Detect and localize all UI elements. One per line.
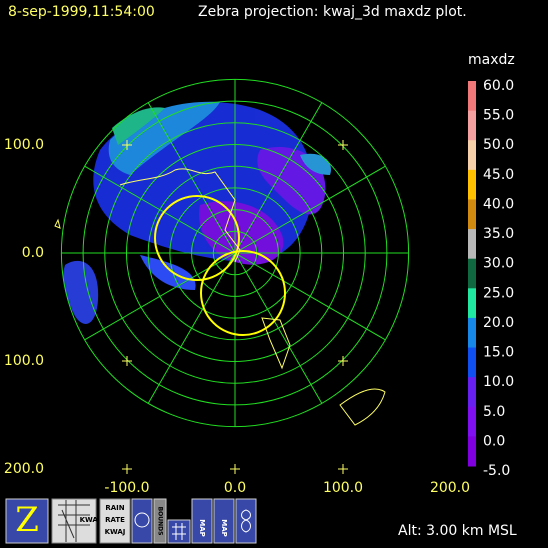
map-icon[interactable] xyxy=(213,498,235,544)
grid-marker xyxy=(338,464,348,474)
icon-art xyxy=(241,509,251,533)
zebra-icon[interactable] xyxy=(5,498,49,544)
grid-marker xyxy=(230,464,240,474)
colorbar-segment xyxy=(468,288,476,319)
x-tick-label: -100.0 xyxy=(104,480,149,496)
icon-label: RATE xyxy=(105,516,125,524)
colorbar-segment xyxy=(468,169,476,200)
radar-echoes xyxy=(63,101,331,324)
map-icon[interactable] xyxy=(191,498,213,544)
grid-icon[interactable] xyxy=(167,519,191,544)
colorbar-label: 10.0 xyxy=(483,374,514,390)
grid-marker xyxy=(338,140,348,150)
colorbar-label: 50.0 xyxy=(483,137,514,153)
x-tick-label: 0.0 xyxy=(224,480,246,496)
colorbar-segment xyxy=(468,347,476,378)
colorbar-segment xyxy=(468,317,476,349)
colorbar-segment xyxy=(468,140,476,171)
time-stamp: 8-sep-1999,11:54:00 xyxy=(8,4,155,20)
radar-coverage xyxy=(154,195,286,336)
colorbar-label: 20.0 xyxy=(483,315,514,331)
colorbar-label: 35.0 xyxy=(483,226,514,242)
bounds-icon[interactable] xyxy=(153,498,167,544)
icon-art xyxy=(172,523,186,540)
icon-label: BOUNDS xyxy=(157,507,164,536)
icon-label: MAP xyxy=(220,519,228,537)
colorbar-label: 45.0 xyxy=(483,167,514,183)
y-tick-label: 0.0 xyxy=(22,245,44,261)
coastline xyxy=(339,388,386,426)
colorbar: 60.0 55.0 50.0 45.0 40.0 35.0 30.0 25.0 20.0 15.0… xyxy=(468,78,514,479)
echo-region xyxy=(300,153,331,175)
rainrate-icon[interactable] xyxy=(99,498,131,544)
colorbar-segment xyxy=(468,229,476,260)
coverage-circle xyxy=(154,195,240,281)
colorbar-label: 5.0 xyxy=(483,404,505,420)
colorbar-segment xyxy=(468,258,476,289)
toolbar: Z KWAJ RAIN RATE KWAJ BOUNDS MAP MAP xyxy=(5,498,257,544)
colorbar-title: maxdz xyxy=(468,52,515,68)
range-rings xyxy=(60,78,410,428)
colorbar-segment xyxy=(468,377,476,408)
colorbar-label: 55.0 xyxy=(483,108,514,124)
coastline xyxy=(261,317,291,370)
kwaj-icon[interactable] xyxy=(51,498,97,544)
colorbar-label: 15.0 xyxy=(483,345,514,361)
colorbar-segment xyxy=(468,406,476,437)
grid-markers xyxy=(122,140,348,474)
colorbar-segment xyxy=(468,436,476,467)
icon-label: RAIN xyxy=(105,504,124,512)
colorbar-label: 0.0 xyxy=(483,433,505,449)
colorbar-segment xyxy=(468,199,476,230)
colorbar-label: 25.0 xyxy=(483,285,514,301)
icon-label: MAP xyxy=(198,519,206,537)
echo-region xyxy=(63,260,99,324)
coastline xyxy=(54,218,61,229)
icon-label: KWAJ xyxy=(80,516,101,524)
grid-marker xyxy=(122,140,132,150)
coverage-circle xyxy=(200,250,286,336)
y-tick-label: 100.0 xyxy=(4,353,44,369)
coastline xyxy=(119,168,241,263)
colorbar-segment xyxy=(468,110,476,141)
grid-marker xyxy=(338,356,348,366)
icon-art xyxy=(134,512,150,528)
grid-marker xyxy=(122,464,132,474)
overlay-icon[interactable] xyxy=(235,498,257,544)
x-tick-label: 200.0 xyxy=(430,480,470,496)
rings-icon[interactable] xyxy=(131,498,153,544)
colorbar-label: 40.0 xyxy=(483,196,514,212)
echo-region xyxy=(140,255,196,290)
y-tick-label: 100.0 xyxy=(4,137,44,153)
coastlines xyxy=(54,168,386,426)
colorbar-label: -5.0 xyxy=(483,463,510,479)
icon-label: Z xyxy=(15,500,39,540)
echo-region xyxy=(112,107,165,145)
y-tick-label: 200.0 xyxy=(4,461,44,477)
colorbar-segment xyxy=(468,81,476,112)
colorbar-label: 30.0 xyxy=(483,256,514,272)
grid-marker xyxy=(122,356,132,366)
azimuth-spoke xyxy=(84,165,386,341)
echo-region xyxy=(199,201,284,265)
icon-label: KWAJ xyxy=(105,528,126,536)
x-tick-label: 100.0 xyxy=(323,480,363,496)
altitude-status: Alt: 3.00 km MSL xyxy=(398,523,517,539)
icon-art xyxy=(58,500,90,542)
colorbar-label: 60.0 xyxy=(483,78,514,94)
plot-title: Zebra projection: kwaj_3d maxdz plot. xyxy=(198,4,467,20)
